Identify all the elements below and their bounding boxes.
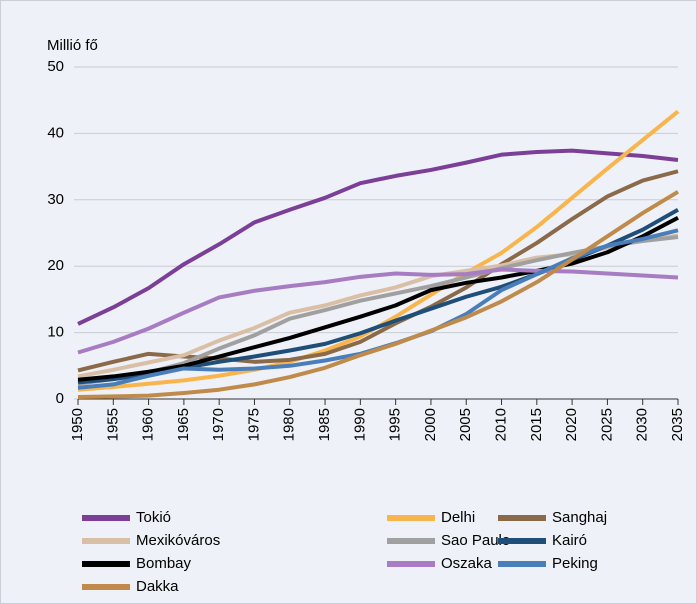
legend-label: Oszaka [441,555,493,572]
x-tick-label: 2020 [563,408,580,441]
y-tick-label: 30 [47,191,64,208]
x-tick-label: 1950 [69,408,86,441]
y-tick-label: 0 [56,390,64,407]
line [77,234,679,386]
x-tick-label: 2010 [492,408,509,441]
y-tick-label: 40 [47,124,64,141]
legend-label: Delhi [441,509,475,526]
x-tick-label: 1955 [104,408,121,441]
legend-label: Peking [552,555,598,572]
y-axis-label: Millió fő [47,37,98,54]
legend-label: Kairó [552,532,587,549]
line [77,215,679,382]
legend-label: Bombay [136,555,192,572]
legend-label: Sao Paulo [441,532,510,549]
x-tick-label: 2000 [422,408,439,441]
x-tick-label: 1960 [140,408,157,441]
x-tick-label: 1970 [210,408,227,441]
legend-label: Dakka [136,578,179,595]
legend-label: Mexikóváros [136,532,220,549]
line [77,267,679,355]
x-tick-label: 1985 [316,408,333,441]
x-tick-label: 1980 [281,408,298,441]
legend-label: Tokió [136,509,171,526]
x-tick-label: 1965 [175,408,192,441]
x-tick-label: 2005 [457,408,474,441]
y-tick-label: 20 [47,257,64,274]
x-tick-label: 2025 [598,408,615,441]
x-tick-label: 1995 [387,408,404,441]
legend-label: Sanghaj [552,509,607,526]
x-tick-label: 2035 [669,408,686,441]
y-tick-label: 10 [47,324,64,341]
x-tick-label: 1975 [245,408,262,441]
x-tick-label: 2030 [634,408,651,441]
line [77,148,679,326]
y-tick-label: 50 [47,58,64,75]
x-tick-label: 2015 [528,408,545,441]
x-tick-label: 1990 [351,408,368,441]
line [77,190,680,400]
